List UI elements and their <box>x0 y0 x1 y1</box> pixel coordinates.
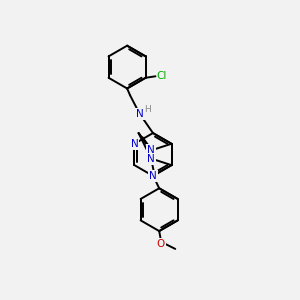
Text: O: O <box>157 238 165 249</box>
Text: N: N <box>136 109 143 119</box>
Text: N: N <box>147 146 155 155</box>
Text: Cl: Cl <box>157 71 167 81</box>
Text: N: N <box>147 154 155 164</box>
Text: N: N <box>149 171 157 181</box>
Text: H: H <box>144 105 151 114</box>
Text: N: N <box>130 139 138 149</box>
